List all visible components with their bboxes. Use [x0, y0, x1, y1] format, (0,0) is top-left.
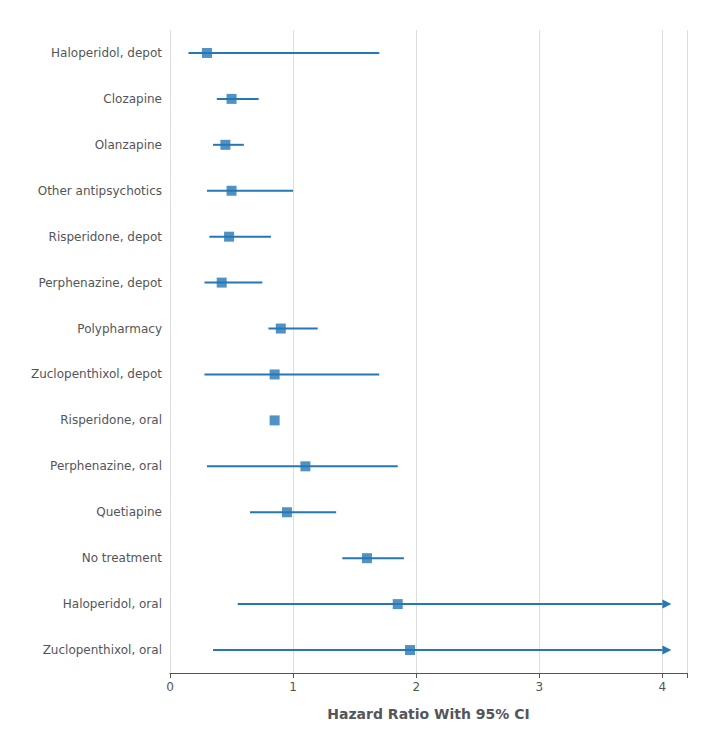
svg-text:Zuclopenthixol, depot: Zuclopenthixol, depot: [31, 367, 162, 381]
svg-text:2: 2: [412, 680, 420, 694]
svg-text:Risperidone, depot: Risperidone, depot: [49, 230, 163, 244]
svg-text:3: 3: [535, 680, 543, 694]
svg-text:Olanzapine: Olanzapine: [95, 138, 162, 152]
svg-text:Zuclopenthixol, oral: Zuclopenthixol, oral: [43, 643, 162, 657]
svg-text:Perphenazine, depot: Perphenazine, depot: [38, 276, 162, 290]
svg-text:0: 0: [166, 680, 174, 694]
svg-text:Quetiapine: Quetiapine: [96, 505, 162, 519]
svg-text:Hazard Ratio With 95% CI: Hazard Ratio With 95% CI: [327, 706, 529, 722]
svg-text:Haloperidol, oral: Haloperidol, oral: [63, 597, 162, 611]
svg-text:Clozapine: Clozapine: [103, 92, 162, 106]
svg-text:Polypharmacy: Polypharmacy: [77, 322, 162, 336]
svg-text:Perphenazine, oral: Perphenazine, oral: [50, 459, 162, 473]
svg-text:4: 4: [659, 680, 667, 694]
svg-text:Other antipsychotics: Other antipsychotics: [38, 184, 162, 198]
svg-text:1: 1: [289, 680, 297, 694]
svg-text:Risperidone, oral: Risperidone, oral: [60, 413, 162, 427]
svg-text:Haloperidol, depot: Haloperidol, depot: [51, 46, 162, 60]
svg-text:No treatment: No treatment: [82, 551, 163, 565]
